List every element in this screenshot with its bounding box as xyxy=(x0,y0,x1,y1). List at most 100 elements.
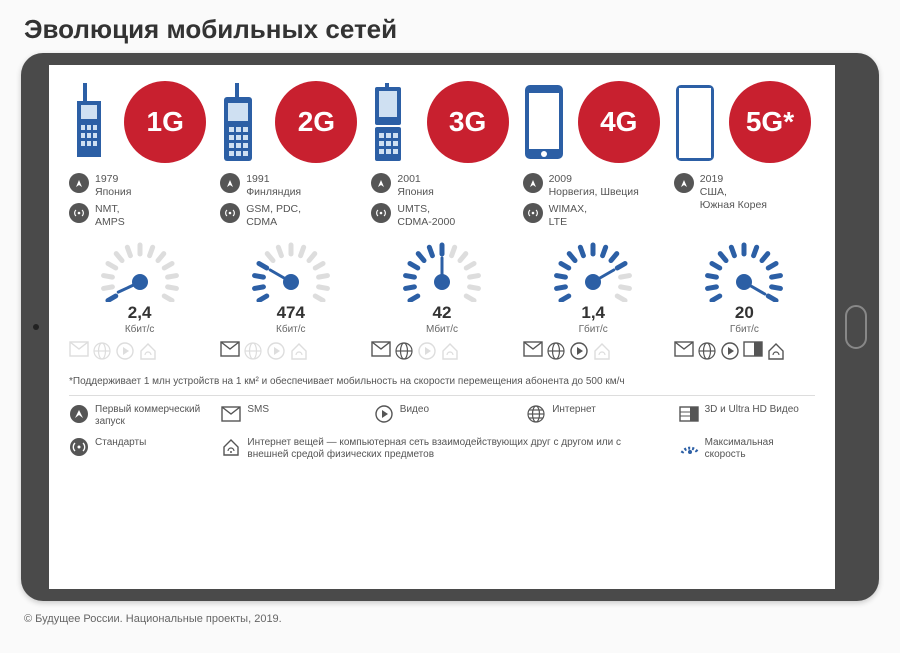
screen: 1G 1979 Япония NMT, AMPS 2G 1991 Финлянд… xyxy=(49,65,835,589)
legend-video-label: Видео xyxy=(400,404,429,417)
tablet-camera xyxy=(33,324,39,330)
gen-hero: 4G xyxy=(523,81,664,167)
play-icon xyxy=(374,404,394,424)
capabilities-2G xyxy=(220,341,361,366)
gen-hero: 3G xyxy=(371,81,512,167)
gauge-unit: Кбит/с xyxy=(220,324,361,335)
legend-internet-label: Интернет xyxy=(552,404,596,417)
capability-icon xyxy=(720,341,740,366)
capability-icon xyxy=(243,341,263,366)
legend-iot: Интернет вещей — компьютерная сеть взаим… xyxy=(221,437,662,462)
capability-icon xyxy=(417,341,437,366)
gen-launch: 2001 Япония xyxy=(371,173,512,199)
legend-sms-label: SMS xyxy=(247,404,269,417)
gen-standards-text: UMTS, CDMA-2000 xyxy=(397,203,455,229)
capability-icon xyxy=(115,341,135,366)
gauge-value: 474 xyxy=(220,303,361,323)
legend-iot-label: Интернет вещей — компьютерная сеть взаим… xyxy=(247,437,662,462)
antenna-icon xyxy=(69,437,89,457)
house-icon xyxy=(221,437,241,457)
legend-internet: Интернет xyxy=(526,404,662,429)
envelope-icon xyxy=(221,404,241,424)
capability-icon xyxy=(592,341,612,366)
gauge-value: 2,4 xyxy=(69,303,210,323)
gen-standards: NMT, AMPS xyxy=(69,203,210,229)
capability-icon xyxy=(394,341,414,366)
generation-2G: 2G 1991 Финляндия GSM, PDC, CDMA xyxy=(220,81,361,234)
phone-icon xyxy=(523,83,565,166)
legend-launch: Первый коммерческий запуск xyxy=(69,404,205,429)
capability-icon xyxy=(220,341,240,366)
rocket-icon xyxy=(371,173,391,193)
capability-icon xyxy=(266,341,286,366)
gauge-unit: Гбит/с xyxy=(523,324,664,335)
gen-circle: 5G* xyxy=(729,81,811,163)
gen-circle: 3G xyxy=(427,81,509,163)
capability-icon xyxy=(92,341,112,366)
rocket-icon xyxy=(523,173,543,193)
hd-icon xyxy=(679,404,699,424)
gen-circle: 4G xyxy=(578,81,660,163)
phone-icon xyxy=(69,83,109,168)
copyright: © Будущее России. Национальные проекты, … xyxy=(0,601,900,625)
capabilities-1G xyxy=(69,341,210,366)
capability-icon xyxy=(523,341,543,366)
gen-hero: 2G xyxy=(220,81,361,167)
gen-launch: 1979 Япония xyxy=(69,173,210,199)
capability-icon xyxy=(674,341,694,366)
gen-standards: UMTS, CDMA-2000 xyxy=(371,203,512,229)
gen-year-text: 2001 Япония xyxy=(397,173,433,199)
legend-video: Видео xyxy=(374,404,510,429)
capabilities-5G* xyxy=(674,341,815,366)
capability-icon xyxy=(766,341,786,366)
legend-sms: SMS xyxy=(221,404,357,429)
gauge-value: 1,4 xyxy=(523,303,664,323)
tablet-home-button xyxy=(845,305,867,349)
gauge-row: 2,4 Кбит/с 474 Кбит/с 42 Мбит/с 1,4 Гбит… xyxy=(69,240,815,335)
footnote: *Поддерживает 1 млн устройств на 1 км² и… xyxy=(69,376,815,396)
legend-hd: 3D и Ultra HD Видео xyxy=(679,404,815,429)
gen-hero: 5G* xyxy=(674,81,815,167)
legend-speed: Максимальная скорость xyxy=(679,437,815,462)
capability-icon xyxy=(371,341,391,366)
generation-1G: 1G 1979 Япония NMT, AMPS xyxy=(69,81,210,234)
gauge-3G: 42 Мбит/с xyxy=(371,240,512,335)
gen-standards: WIMAX, LTE xyxy=(523,203,664,229)
generation-5G*: 5G* 2019 США, Южная Корея xyxy=(674,81,815,234)
gauge-value: 42 xyxy=(371,303,512,323)
globe-icon xyxy=(526,404,546,424)
gauge-unit: Кбит/с xyxy=(69,324,210,335)
legend-launch-label: Первый коммерческий запуск xyxy=(95,404,205,429)
gen-standards-text: GSM, PDC, CDMA xyxy=(246,203,301,229)
tablet-frame: 1G 1979 Япония NMT, AMPS 2G 1991 Финлянд… xyxy=(21,53,879,601)
capabilities-3G xyxy=(371,341,512,366)
phone-icon xyxy=(674,83,716,168)
gauge-2G: 474 Кбит/с xyxy=(220,240,361,335)
gauge-value: 20 xyxy=(674,303,815,323)
gen-launch: 1991 Финляндия xyxy=(220,173,361,199)
capability-icon xyxy=(289,341,309,366)
legend: Первый коммерческий запуск SMS Видео Инт… xyxy=(69,404,815,462)
antenna-icon xyxy=(220,203,240,223)
generation-3G: 3G 2001 Япония UMTS, CDMA-2000 xyxy=(371,81,512,234)
capabilities-4G xyxy=(523,341,664,366)
capability-icon xyxy=(743,341,763,366)
capability-icon xyxy=(546,341,566,366)
gauge-unit: Мбит/с xyxy=(371,324,512,335)
gauge-5G*: 20 Гбит/с xyxy=(674,240,815,335)
gen-launch: 2009 Норвегия, Швеция xyxy=(523,173,664,199)
gen-launch: 2019 США, Южная Корея xyxy=(674,173,815,212)
legend-standards-label: Стандарты xyxy=(95,437,146,450)
rocket-icon xyxy=(674,173,694,193)
antenna-icon xyxy=(69,203,89,223)
legend-standards: Стандарты xyxy=(69,437,205,462)
gen-year-text: 2019 США, Южная Корея xyxy=(700,173,767,212)
capability-row xyxy=(69,341,815,366)
gauge-unit: Гбит/с xyxy=(674,324,815,335)
gauge-4G: 1,4 Гбит/с xyxy=(523,240,664,335)
page-title: Эволюция мобильных сетей xyxy=(0,0,900,53)
legend-hd-label: 3D и Ultra HD Видео xyxy=(705,404,799,417)
gen-circle: 1G xyxy=(124,81,206,163)
phone-icon xyxy=(371,83,405,168)
gen-standards: GSM, PDC, CDMA xyxy=(220,203,361,229)
